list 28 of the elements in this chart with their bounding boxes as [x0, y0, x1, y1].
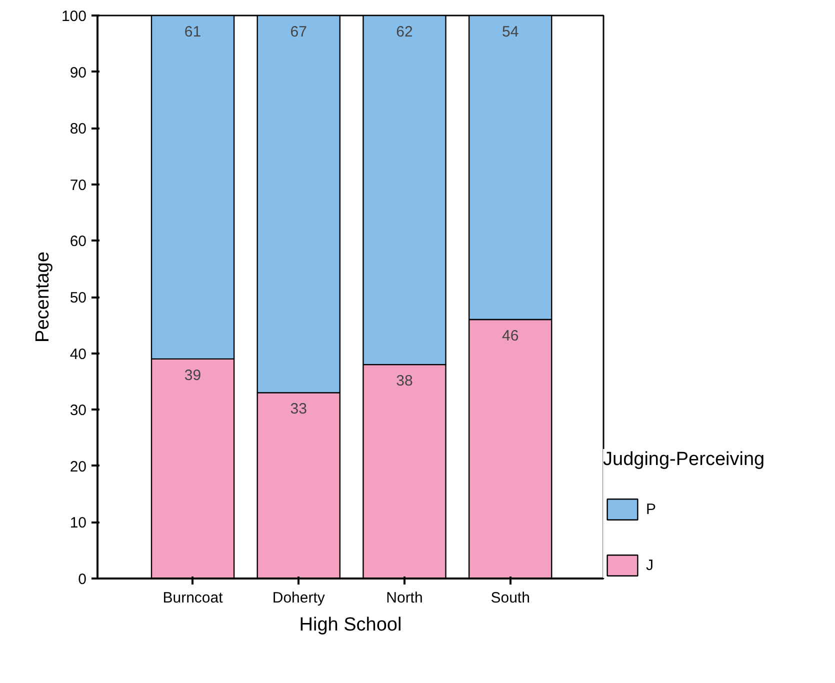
- data-label: 39: [184, 366, 202, 384]
- data-label: 54: [502, 24, 519, 40]
- y-tick-label: 20: [70, 458, 87, 476]
- data-label: 38: [396, 372, 413, 390]
- y-tick-label: 0: [78, 571, 86, 588]
- data-label: 62: [396, 24, 413, 40]
- x-tick-label: North: [386, 590, 423, 606]
- y-tick-label: 80: [70, 120, 87, 138]
- data-label: 67: [290, 24, 307, 40]
- y-axis-title: Pecentage: [32, 252, 54, 342]
- y-tick-label: 100: [61, 8, 87, 25]
- y-tick-label: 90: [70, 64, 87, 82]
- legend-label: J: [646, 556, 654, 574]
- data-label: 46: [502, 328, 519, 345]
- y-tick-label: 70: [70, 176, 87, 194]
- x-tick-label: South: [490, 590, 530, 606]
- legend-label: P: [646, 500, 658, 518]
- x-tick-label: Burncoat: [162, 590, 224, 606]
- y-tick-label: 10: [70, 514, 87, 532]
- legend-title: Judging-Perceiving: [603, 449, 765, 471]
- x-tick-label: Doherty: [272, 590, 326, 606]
- y-tick-label: 40: [70, 346, 87, 363]
- y-tick-label: 30: [70, 402, 87, 420]
- data-label: 33: [290, 400, 307, 418]
- y-tick-label: 60: [70, 233, 87, 250]
- data-label: 61: [184, 24, 202, 40]
- y-tick-label: 50: [70, 290, 87, 306]
- x-axis-title: High School: [299, 614, 402, 636]
